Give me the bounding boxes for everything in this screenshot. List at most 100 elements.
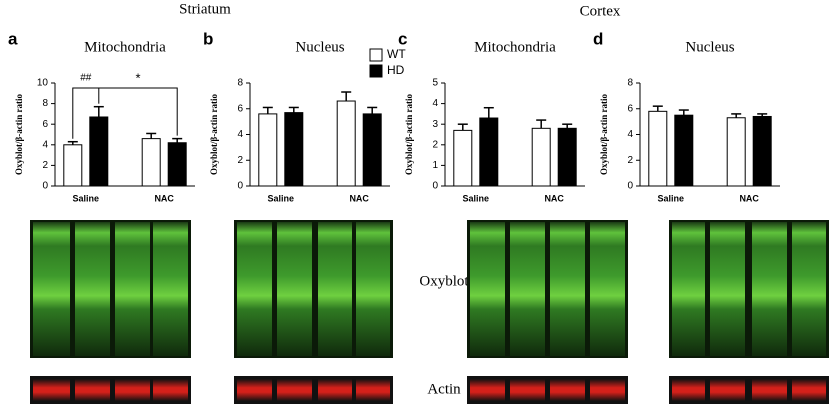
x-tick-label: Saline — [658, 193, 685, 203]
bar — [531, 127, 551, 187]
bar — [63, 144, 83, 187]
y-tick-label: 4 — [627, 129, 633, 140]
y-tick-label: 4 — [237, 129, 243, 140]
error-bar — [731, 113, 742, 118]
x-tick-label: NAC — [739, 193, 759, 203]
actin-lane — [237, 379, 272, 401]
error-bar — [367, 106, 378, 114]
panel-letter: a — [8, 29, 18, 48]
blot-lane — [510, 222, 545, 356]
blot-label: Oxyblot — [419, 273, 469, 289]
y-axis-label: Oxyblot/β-actin ratio — [599, 94, 609, 175]
actin-lane — [356, 379, 390, 401]
error-bar — [757, 113, 768, 117]
bar — [453, 129, 473, 187]
chart-title: Mitochondria — [84, 39, 166, 55]
y-tick-label: 4 — [42, 139, 48, 150]
y-tick-label: 2 — [42, 160, 48, 171]
y-tick-label: 6 — [237, 103, 243, 114]
actin-lane — [277, 379, 312, 401]
x-tick-label: Saline — [73, 193, 100, 203]
x-tick-label: Saline — [463, 193, 490, 203]
y-axis-label: Oxyblot/β-actin ratio — [404, 94, 414, 175]
y-axis-label: Oxyblot/β-actin ratio — [14, 94, 24, 175]
error-bar — [172, 137, 183, 143]
error-bar — [652, 105, 663, 112]
actin-lane — [672, 379, 705, 401]
bar — [648, 110, 668, 187]
error-bar — [536, 119, 547, 129]
bar — [336, 100, 356, 187]
y-tick-label: 10 — [37, 78, 49, 89]
blot-label: Actin — [427, 381, 461, 397]
blot-lane — [356, 222, 390, 356]
bar — [362, 113, 382, 187]
error-bar — [146, 132, 157, 139]
y-tick-label: 0 — [237, 181, 243, 192]
blot-lane — [33, 222, 70, 356]
bar — [479, 117, 499, 187]
legend-swatch — [369, 64, 383, 78]
blot-lane — [470, 222, 505, 356]
bar — [557, 127, 577, 187]
y-tick-label: 0 — [432, 181, 438, 192]
bar — [752, 115, 772, 187]
bar — [167, 142, 187, 187]
actin-lane — [75, 379, 110, 401]
blot-lane — [590, 222, 625, 356]
panel-letter: c — [398, 29, 407, 48]
error-bar — [562, 123, 573, 129]
y-tick-label: 8 — [42, 98, 48, 109]
y-axis-label: Oxyblot/β-actin ratio — [209, 94, 219, 175]
bar — [258, 113, 278, 187]
y-tick-label: 6 — [42, 119, 48, 130]
y-tick-label: 3 — [432, 119, 438, 130]
blot-lane — [318, 222, 352, 356]
error-bar — [288, 106, 299, 113]
y-tick-label: 8 — [627, 78, 633, 89]
panel-letter: d — [593, 29, 603, 48]
significance-bracket — [72, 87, 178, 139]
y-tick-label: 0 — [627, 181, 633, 192]
legend-swatch — [369, 48, 383, 62]
blot-lane — [75, 222, 110, 356]
legend-label: WT — [387, 47, 406, 61]
blot-lane — [277, 222, 312, 356]
actin-lane — [470, 379, 505, 401]
bar — [726, 117, 746, 187]
y-tick-label: 5 — [432, 78, 438, 89]
bar — [89, 116, 109, 187]
bar — [141, 138, 161, 187]
error-bar — [457, 123, 468, 131]
actin-lane — [318, 379, 352, 401]
x-tick-label: NAC — [154, 193, 174, 203]
annotation: ## — [80, 73, 92, 84]
actin-lane — [153, 379, 188, 401]
error-bar — [341, 91, 352, 102]
legend-label: HD — [387, 63, 405, 77]
error-bar — [67, 140, 78, 145]
actin-lane — [710, 379, 745, 401]
bar — [284, 112, 304, 187]
y-tick-label: 4 — [432, 98, 438, 109]
actin-lane — [510, 379, 545, 401]
error-bar — [262, 106, 273, 114]
chart-title: Nucleus — [685, 39, 734, 55]
chart-title: Nucleus — [295, 39, 344, 55]
actin-lane — [752, 379, 787, 401]
blot-lane — [710, 222, 745, 356]
error-bar — [483, 106, 494, 119]
y-tick-label: 8 — [237, 78, 243, 89]
blot-lane — [550, 222, 585, 356]
x-tick-label: NAC — [349, 193, 369, 203]
panel-letter: b — [203, 29, 213, 48]
region-label: Cortex — [580, 3, 621, 19]
blot-lane — [237, 222, 272, 356]
actin-lane — [590, 379, 625, 401]
blot-lane — [153, 222, 188, 356]
actin-lane — [115, 379, 150, 401]
x-tick-label: NAC — [544, 193, 564, 203]
y-tick-label: 1 — [432, 160, 438, 171]
blot-lane — [115, 222, 150, 356]
